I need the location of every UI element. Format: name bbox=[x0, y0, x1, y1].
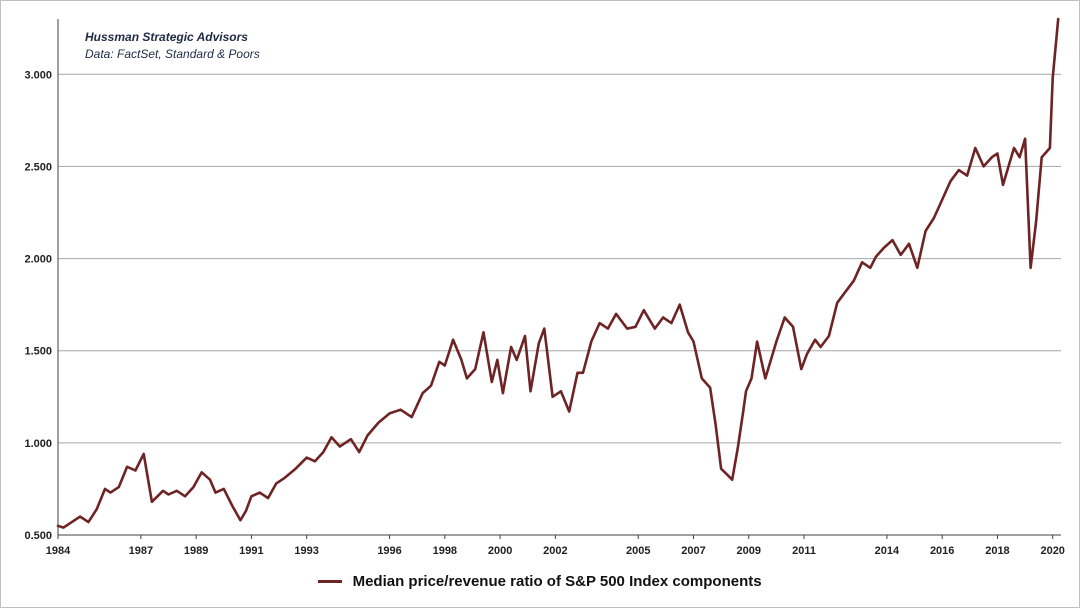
x-tick-label: 2020 bbox=[1040, 545, 1064, 557]
y-tick-label: 1.000 bbox=[24, 438, 52, 450]
x-tick-label: 2011 bbox=[792, 545, 816, 557]
legend: Median price/revenue ratio of S&P 500 In… bbox=[1, 573, 1079, 590]
series-layer bbox=[56, 17, 1060, 529]
legend-label: Median price/revenue ratio of S&P 500 In… bbox=[352, 573, 762, 590]
x-tick-label: 1996 bbox=[377, 545, 401, 557]
x-tick-label: 2018 bbox=[985, 545, 1009, 557]
x-tick-labels: 1984 1987 1989 1991 1993 1996 1998 2000 2002 2005… bbox=[46, 545, 1065, 557]
x-tick-label: 2002 bbox=[543, 545, 567, 557]
y-tick-label: 1.500 bbox=[24, 346, 52, 358]
series-line-0 bbox=[56, 17, 1060, 529]
x-tick-label: 2000 bbox=[488, 545, 512, 557]
x-tick-label: 2014 bbox=[875, 545, 900, 557]
y-tick-label: 0.500 bbox=[24, 530, 52, 542]
y-tick-label: 2.500 bbox=[24, 161, 52, 173]
x-tick-label: 1987 bbox=[129, 545, 153, 557]
x-tick-label: 1989 bbox=[184, 545, 208, 557]
x-tick-label: 1993 bbox=[294, 545, 318, 557]
x-tick-label: 2016 bbox=[930, 545, 954, 557]
y-tick-labels: 0.500 1.000 1.500 2.000 2.500 3.000 bbox=[24, 69, 52, 542]
x-tick-label: 1991 bbox=[239, 545, 263, 557]
x-tick-label: 1984 bbox=[46, 545, 71, 557]
x-tick-label: 2009 bbox=[737, 545, 761, 557]
x-tick-label: 2005 bbox=[626, 545, 650, 557]
source-credit: Hussman Strategic Advisors bbox=[85, 30, 248, 44]
x-tick-label: 2007 bbox=[681, 545, 705, 557]
data-credit: Data: FactSet, Standard & Poors bbox=[85, 47, 260, 61]
axes bbox=[57, 19, 1061, 539]
x-tick-label: 1998 bbox=[433, 545, 457, 557]
legend-swatch bbox=[318, 579, 343, 583]
gridlines bbox=[58, 73, 1061, 444]
y-tick-label: 3.000 bbox=[24, 69, 52, 81]
y-tick-label: 2.000 bbox=[24, 254, 52, 266]
